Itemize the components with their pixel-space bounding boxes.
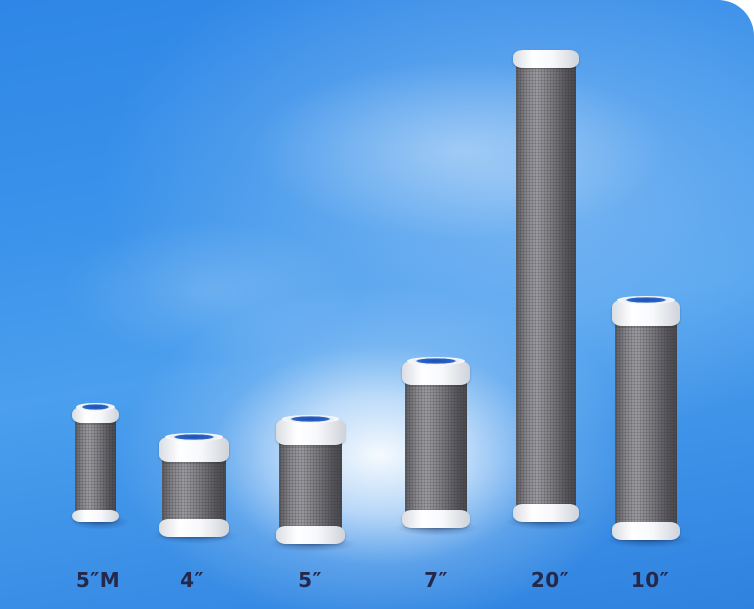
background-swirl [60,220,360,360]
filter-cartridge-7 [402,357,470,528]
size-label-4: 4″ [180,568,204,592]
size-label-20: 20″ [530,568,570,592]
filter-cartridge-5m [72,403,119,522]
filter-cartridge-4 [159,433,229,537]
filter-cartridge-10 [612,296,680,540]
filter-cartridge-20 [513,50,579,522]
filter-cartridge-5 [276,415,345,544]
size-label-7: 7″ [424,568,448,592]
size-label-10: 10″ [630,568,670,592]
size-label-5: 5″ [298,568,322,592]
size-label-5m: 5″M [75,568,121,592]
background-swirl [250,60,670,240]
